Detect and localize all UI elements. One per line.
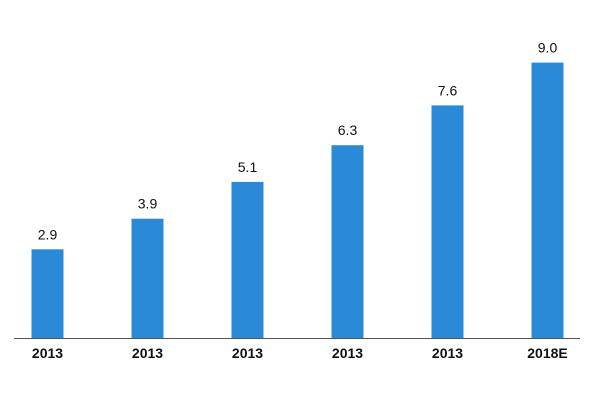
value-labels-group: 2.9 3.9 5.1 6.3 7.6 9.0 (38, 40, 558, 243)
bar-6 (531, 62, 564, 338)
x-tick-labels-group: 2013 2013 2013 2013 2013 2018E (32, 345, 568, 361)
bar-4 (331, 145, 364, 338)
x-tick-label-2: 2013 (132, 345, 163, 361)
bar-3 (231, 181, 264, 338)
bar-value-label-3: 5.1 (238, 159, 258, 175)
bar-value-label-5: 7.6 (438, 82, 458, 98)
bar-2 (131, 218, 164, 338)
x-tick-label-5: 2013 (432, 345, 463, 361)
bar-value-label-2: 3.9 (138, 196, 158, 212)
bars-group (31, 62, 564, 339)
bar-value-label-4: 6.3 (338, 122, 358, 138)
bar-value-label-1: 2.9 (38, 226, 58, 242)
bar-5 (431, 105, 464, 339)
x-tick-label-1: 2013 (32, 345, 63, 361)
bar-1 (31, 249, 64, 338)
x-tick-label-6: 2018E (527, 345, 567, 361)
x-tick-label-3: 2013 (232, 345, 263, 361)
bar-value-label-6: 9.0 (538, 40, 558, 56)
x-tick-label-4: 2013 (332, 345, 363, 361)
